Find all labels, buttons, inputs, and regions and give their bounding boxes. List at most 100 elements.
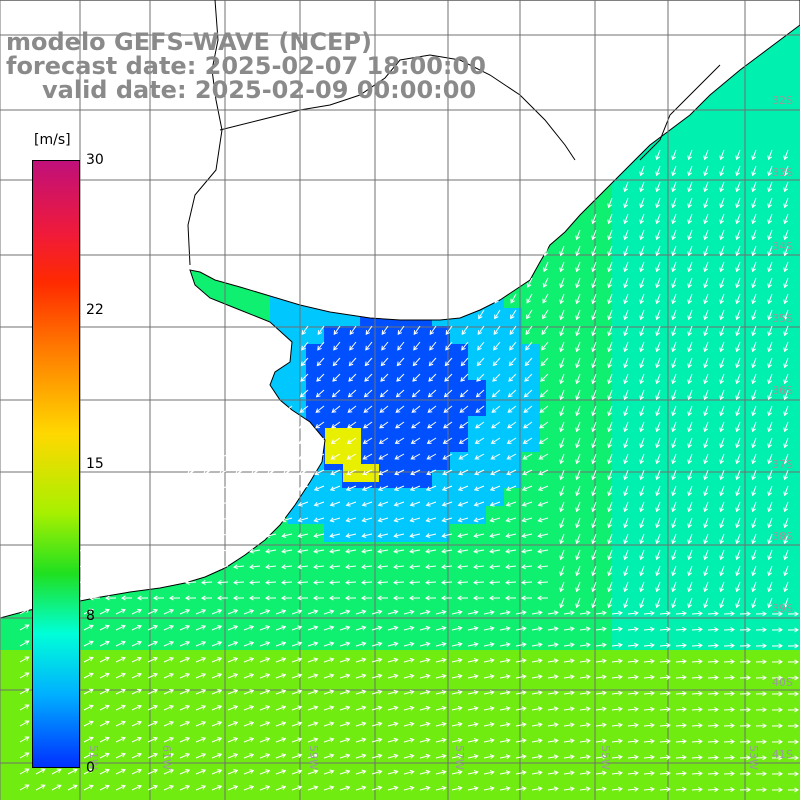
speed-cell <box>792 146 800 164</box>
wind-arrow <box>346 453 357 460</box>
speed-cell <box>522 686 540 704</box>
speed-cell <box>306 596 324 614</box>
wind-arrow <box>445 341 453 351</box>
speed-cell <box>792 272 800 290</box>
valid-date: valid date: 2025-02-09 00:00:00 <box>42 76 477 104</box>
longitude-label: 55W <box>599 745 612 770</box>
speed-cell <box>792 20 800 38</box>
wind-arrow <box>250 437 261 444</box>
speed-cell <box>774 290 792 308</box>
wind-arrow <box>541 325 549 335</box>
speed-cell <box>792 182 800 200</box>
speed-cell <box>738 92 756 110</box>
wind-arrow <box>559 325 565 337</box>
speed-cell <box>378 722 396 740</box>
wind-arrow <box>347 421 357 429</box>
speed-cell <box>576 704 594 722</box>
speed-cell <box>504 794 522 800</box>
speed-cell <box>756 632 774 650</box>
speed-cell <box>648 254 666 272</box>
wind-arrow <box>671 453 677 465</box>
speed-cell <box>684 506 702 524</box>
speed-cell <box>666 434 684 452</box>
wind-arrow <box>345 501 357 507</box>
speed-cell <box>612 722 630 740</box>
speed-cell <box>90 650 108 668</box>
wind-arrow <box>137 501 149 507</box>
speed-cell <box>612 380 630 398</box>
wind-arrow <box>559 405 565 417</box>
wind-arrow <box>751 501 757 513</box>
wind-arrow <box>703 517 709 529</box>
speed-cell <box>792 254 800 272</box>
speed-cell <box>756 596 774 614</box>
speed-cell <box>774 128 792 146</box>
speed-cell <box>594 488 612 506</box>
speed-cell <box>720 344 738 362</box>
wind-arrow <box>377 501 389 507</box>
speed-cell <box>270 308 288 326</box>
speed-cell <box>738 128 756 146</box>
speed-cell <box>486 632 504 650</box>
wind-arrow <box>185 501 197 507</box>
speed-cell <box>612 794 630 800</box>
wind-arrow <box>751 165 757 177</box>
speed-cell <box>486 398 504 416</box>
wind-arrow <box>489 517 501 523</box>
speed-cell <box>684 218 702 236</box>
speed-cell <box>324 722 342 740</box>
speed-cell <box>738 434 756 452</box>
wind-arrow <box>330 437 341 444</box>
wind-arrow <box>623 357 629 369</box>
wind-arrow <box>751 325 757 337</box>
wind-arrow <box>297 501 309 507</box>
wind-arrow <box>623 517 629 529</box>
speed-cell <box>414 452 432 470</box>
speed-cell <box>666 200 684 218</box>
wind-arrow <box>591 405 597 417</box>
speed-cell <box>738 380 756 398</box>
speed-cell <box>630 290 648 308</box>
wind-arrow <box>506 437 517 444</box>
speed-cell <box>666 506 684 524</box>
wind-arrow <box>783 469 789 481</box>
speed-cell <box>396 398 414 416</box>
speed-cell <box>0 668 18 686</box>
wind-arrow <box>703 437 709 449</box>
wind-arrow <box>559 453 565 465</box>
speed-cell <box>702 200 720 218</box>
speed-cell <box>648 236 666 254</box>
wind-arrow <box>559 437 565 449</box>
speed-cell <box>702 290 720 308</box>
speed-cell <box>504 524 522 542</box>
wind-arrow <box>523 405 533 413</box>
speed-cell <box>576 434 594 452</box>
wind-arrow <box>379 389 389 398</box>
latitude-label: 39S <box>772 602 793 615</box>
speed-cell <box>540 560 558 578</box>
wind-arrow <box>575 437 581 449</box>
wind-arrow <box>380 373 389 382</box>
wind-arrow <box>783 517 789 529</box>
wind-arrow <box>703 405 709 417</box>
speed-cell <box>324 470 342 488</box>
speed-cell <box>756 236 774 254</box>
speed-cell <box>414 488 432 506</box>
speed-cell <box>720 794 738 800</box>
wind-arrow <box>591 373 597 385</box>
wind-arrow <box>298 453 309 460</box>
wind-arrow <box>735 357 741 369</box>
speed-cell <box>774 506 792 524</box>
wind-arrow <box>298 469 309 476</box>
wind-arrow <box>655 309 661 321</box>
wind-arrow <box>526 293 533 304</box>
speed-cell <box>594 362 612 380</box>
speed-cell <box>774 632 792 650</box>
wind-arrow <box>655 277 661 289</box>
wind-arrow <box>524 373 533 382</box>
speed-cell <box>522 416 540 434</box>
speed-cell <box>378 668 396 686</box>
wind-arrow <box>735 485 741 497</box>
speed-cell <box>360 560 378 578</box>
speed-cell <box>666 146 684 164</box>
